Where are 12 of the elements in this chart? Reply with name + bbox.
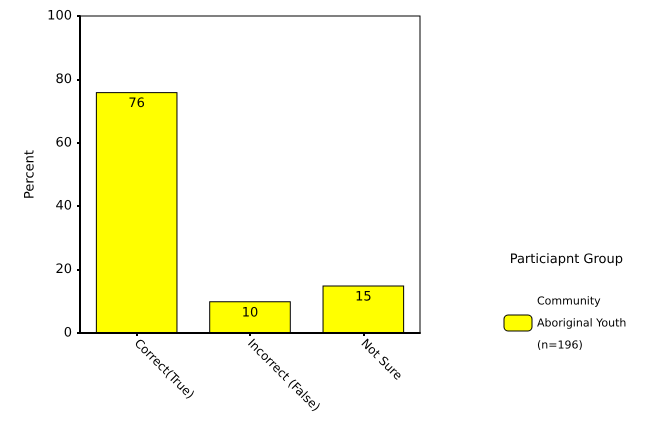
data-label: 10 (242, 305, 258, 320)
y-tick-label: 60 (55, 135, 72, 150)
legend-title: Particiapnt Group (510, 252, 624, 267)
y-axis-title: Percent (22, 150, 38, 199)
y-tick-label: 20 (55, 262, 72, 278)
data-label: 15 (355, 289, 372, 304)
y-tick-label: 40 (55, 198, 72, 214)
legend-label: Community Aboriginal Youth (n=196) (537, 294, 630, 352)
y-tick-label: 0 (64, 326, 72, 340)
y-tick-label: 80 (55, 72, 72, 87)
y-tick-label: 100 (47, 8, 72, 24)
data-label: 76 (128, 96, 145, 112)
